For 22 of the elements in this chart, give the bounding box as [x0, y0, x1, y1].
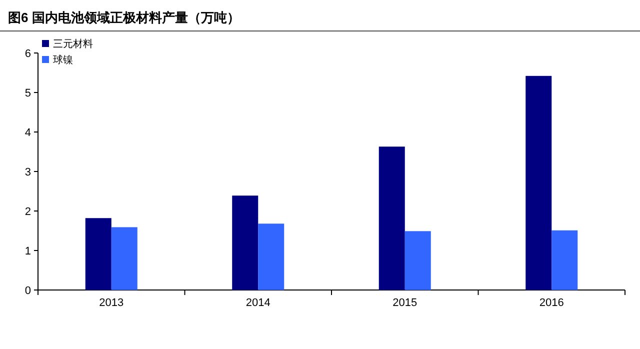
- y-tick-label: 5: [24, 88, 31, 100]
- y-tick-label: 1: [24, 246, 31, 258]
- x-tick-label: 2014: [246, 297, 270, 309]
- y-tick-label: 2: [24, 206, 31, 218]
- bar: [378, 146, 405, 290]
- bar: [111, 227, 138, 290]
- legend-label: 球镍: [53, 54, 73, 66]
- bar: [258, 224, 284, 290]
- y-tick-label: 4: [24, 127, 31, 139]
- x-tick-label: 2016: [539, 297, 564, 309]
- bar: [552, 230, 578, 290]
- y-tick-label: 0: [24, 285, 31, 297]
- chart-title: 图6 国内电池领域正极材料产量（万吨）: [8, 10, 240, 25]
- bar: [526, 76, 552, 290]
- y-tick-label: 6: [24, 48, 31, 60]
- x-tick-label: 2015: [392, 297, 418, 309]
- bar: [232, 196, 258, 290]
- x-tick-label: 2013: [99, 297, 124, 309]
- legend-label: 三元材料: [53, 38, 93, 50]
- bar: [404, 231, 431, 290]
- bar: [85, 218, 112, 290]
- y-tick-label: 3: [24, 166, 31, 178]
